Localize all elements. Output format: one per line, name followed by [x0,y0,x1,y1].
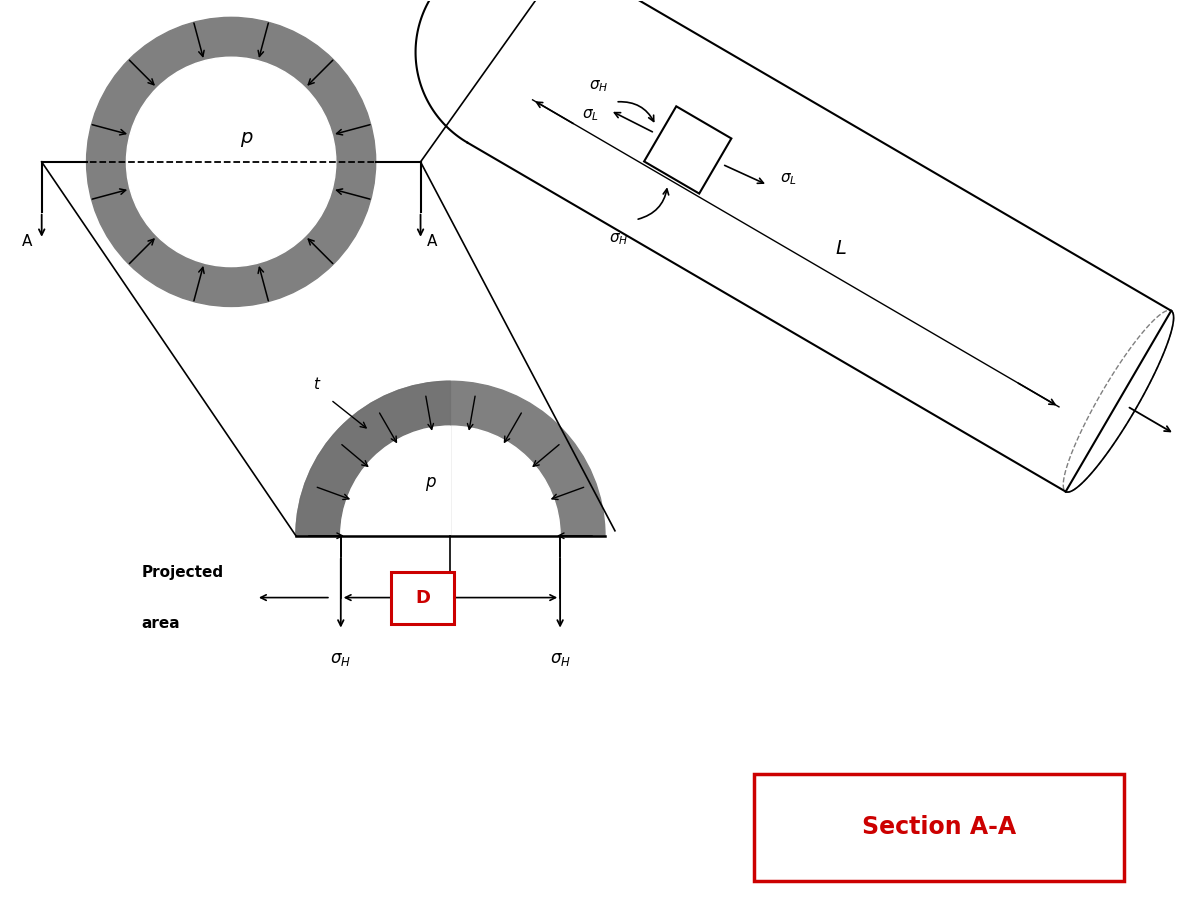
FancyBboxPatch shape [391,572,455,624]
Text: p: p [240,128,252,147]
Text: $\sigma_H$: $\sigma_H$ [589,78,608,95]
Text: $\sigma_L$: $\sigma_L$ [582,107,599,122]
Text: Projected: Projected [142,565,223,579]
Text: p: p [425,472,436,491]
Text: Section A-A: Section A-A [862,815,1016,839]
Text: $\sigma_L$: $\sigma_L$ [780,172,797,188]
Text: $\sigma_H$: $\sigma_H$ [330,650,352,669]
Text: D: D [415,589,430,607]
Text: $\sigma_H$: $\sigma_H$ [608,231,629,247]
Wedge shape [296,381,450,536]
FancyBboxPatch shape [754,774,1124,880]
Circle shape [86,17,376,307]
Text: A: A [427,234,438,249]
Wedge shape [296,381,605,536]
Text: A: A [22,234,32,249]
Text: L: L [835,239,846,258]
Text: $\sigma_H$: $\sigma_H$ [550,650,571,669]
Text: area: area [142,615,180,631]
Polygon shape [644,106,731,193]
Circle shape [126,57,336,266]
Text: t: t [313,378,319,392]
Wedge shape [341,426,560,536]
Wedge shape [341,426,450,536]
